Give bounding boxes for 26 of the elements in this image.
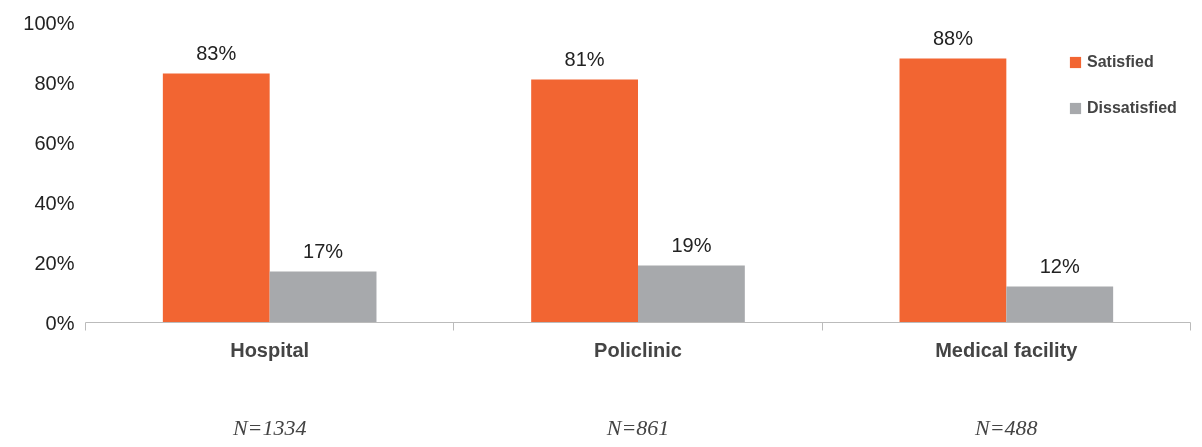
data-label: 83% [196,41,237,64]
y-tick-label: 100% [23,11,75,34]
bar [638,265,745,323]
x-tick-label: Policlinic [594,338,682,361]
data-label: 12% [1039,254,1080,277]
data-label: 88% [932,26,974,49]
x-tick-label: Medical facility [935,338,1079,361]
y-tick-label: 80% [34,71,75,94]
data-label: 19% [671,233,712,256]
bar [1006,286,1114,323]
y-tick-label: 40% [34,191,75,214]
y-tick-label: 0% [45,311,75,334]
legend-label: Dissatisfied [1087,99,1177,117]
text: N=861 [605,414,670,440]
bar [269,271,377,323]
legend-label: Satisfied [1087,53,1154,71]
bar [531,79,638,323]
bar [162,73,270,323]
text: N=1334 [231,414,307,440]
bar [899,58,1007,323]
y-tick-label: 20% [34,251,75,274]
x-tick-label: Hospital [230,338,310,361]
text: N=488 [974,414,1038,440]
data-label: 17% [303,239,344,262]
y-tick-label: 60% [34,131,75,154]
data-label: 81% [564,47,605,70]
